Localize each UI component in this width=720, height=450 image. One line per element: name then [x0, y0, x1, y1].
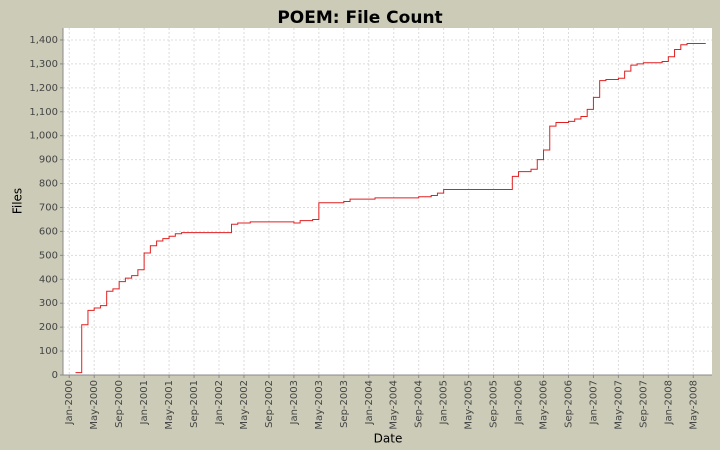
x-tick-label: Sep-2001 [189, 380, 200, 428]
x-tick-label: Sep-2005 [489, 380, 500, 428]
x-tick-label: Jan-2006 [514, 380, 525, 425]
x-tick-label: Sep-2000 [114, 380, 125, 428]
x-tick-label: May-2000 [89, 380, 100, 430]
chart-title: POEM: File Count [277, 8, 442, 28]
y-tick-label: 900 [39, 155, 58, 166]
y-tick-label: 1,100 [29, 107, 58, 118]
y-tick-label: 1,400 [29, 35, 58, 46]
x-tick-label: Sep-2004 [414, 380, 425, 428]
y-axis-label: Files [11, 188, 25, 214]
x-tick-label: Jan-2003 [289, 380, 300, 425]
x-axis-label: Date [374, 432, 403, 446]
x-tick-label: May-2006 [539, 380, 550, 430]
x-tick-label: May-2007 [613, 380, 624, 430]
plot-area [63, 28, 712, 375]
y-tick-label: 1,000 [29, 131, 58, 142]
y-tick-label: 800 [39, 179, 58, 190]
y-tick-label: 200 [39, 322, 58, 333]
y-tick-label: 600 [39, 226, 58, 237]
x-tick-label: May-2004 [389, 380, 400, 430]
x-tick-label: Jan-2000 [64, 380, 75, 425]
x-tick-label: May-2002 [239, 380, 250, 430]
y-tick-label: 1,200 [29, 83, 58, 94]
x-tick-label: Jan-2004 [364, 380, 375, 425]
x-tick-label: Sep-2007 [638, 380, 649, 428]
x-tick-label: May-2001 [164, 380, 175, 430]
y-tick-label: 100 [39, 346, 58, 357]
x-tick-label: Jan-2007 [588, 380, 599, 425]
x-tick-label: Jan-2008 [663, 380, 674, 425]
x-tick-label: Jan-2005 [439, 380, 450, 425]
x-tick-label: Sep-2006 [563, 380, 574, 428]
x-tick-label: May-2003 [314, 380, 325, 430]
data-line [75, 43, 706, 374]
y-tick-label: 400 [39, 274, 58, 285]
y-tick-label: 300 [39, 298, 58, 309]
x-tick-label: Jan-2001 [139, 380, 150, 425]
x-tick-label: May-2005 [464, 380, 475, 430]
y-tick-label: 500 [39, 250, 58, 261]
y-tick-label: 1,300 [29, 59, 58, 70]
y-tick-label: 0 [52, 370, 58, 381]
x-tick-label: Sep-2002 [264, 380, 275, 428]
x-tick-label: Jan-2002 [214, 380, 225, 425]
x-tick-label: May-2008 [688, 380, 699, 430]
y-tick-label: 700 [39, 202, 58, 213]
x-tick-label: Sep-2003 [339, 380, 350, 428]
